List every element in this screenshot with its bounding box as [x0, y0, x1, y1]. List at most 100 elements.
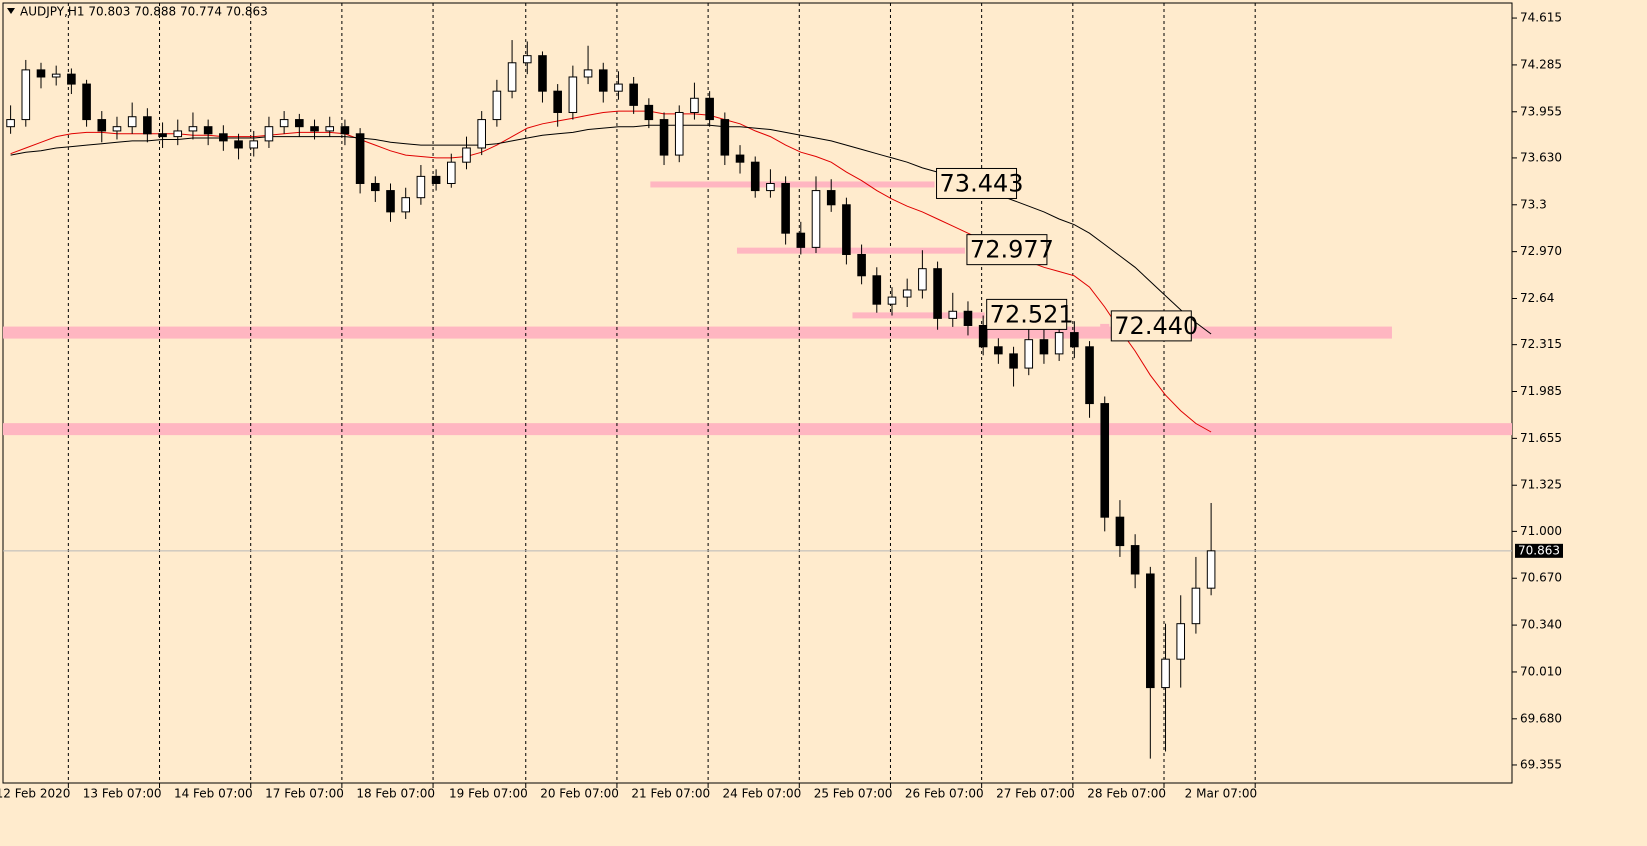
- candle-body: [1130, 545, 1140, 575]
- level-label-box: [986, 298, 1068, 330]
- menu-arrow[interactable]: [7, 8, 15, 14]
- candle-body: [371, 182, 380, 192]
- y-tick-label: 72.970: [1520, 244, 1562, 258]
- candle-body: [857, 253, 866, 277]
- candle-body: [629, 83, 638, 106]
- candle-body: [264, 126, 274, 142]
- candle-body: [1024, 339, 1034, 369]
- candle-body: [1115, 516, 1125, 547]
- candle-body: [796, 232, 806, 248]
- candle-body: [431, 175, 441, 184]
- price-tag: [1515, 543, 1563, 558]
- candle-body: [446, 161, 456, 184]
- candle-body: [994, 346, 1003, 355]
- candle-body: [735, 154, 745, 163]
- y-tick-label: 71.325: [1520, 478, 1562, 492]
- level-label-box: [936, 167, 1018, 199]
- candle-body: [355, 133, 365, 184]
- candle-body: [173, 130, 183, 138]
- candle-body: [203, 126, 213, 135]
- y-tick-label: 71.985: [1520, 384, 1562, 398]
- candle-body: [507, 62, 517, 92]
- candle-body: [1176, 623, 1186, 660]
- candle-body: [705, 97, 714, 121]
- y-tick-label: 71.655: [1520, 431, 1562, 445]
- candle-body: [310, 126, 319, 132]
- moving-average: [10, 124, 1212, 335]
- candle-body: [826, 190, 836, 206]
- x-tick-label: 21 Feb 07:00: [631, 787, 710, 801]
- y-tick-label: 73.630: [1520, 150, 1562, 164]
- candle-body: [36, 69, 46, 78]
- y-tick-label: 74.285: [1520, 57, 1562, 71]
- y-tick-label: 69.680: [1520, 711, 1562, 725]
- candle-body: [112, 126, 122, 132]
- level-line: [650, 181, 935, 188]
- candle-body: [1009, 353, 1018, 369]
- candle-body: [401, 197, 411, 213]
- x-tick-label: 24 Feb 07:00: [723, 787, 802, 801]
- candle-body: [492, 90, 502, 121]
- candle-body: [568, 76, 578, 113]
- level-line: [852, 312, 985, 319]
- candle-body: [295, 119, 304, 128]
- candle-body: [1070, 332, 1079, 348]
- level-line: [1100, 323, 1110, 330]
- candle-body: [279, 119, 289, 128]
- x-tick-label: 17 Feb 07:00: [265, 787, 344, 801]
- candle-body: [386, 190, 395, 213]
- candle-body: [97, 119, 107, 132]
- candle-body: [644, 104, 654, 121]
- x-tick-label: 19 Feb 07:00: [449, 787, 528, 801]
- level-line: [736, 247, 965, 254]
- y-tick-label: 74.615: [1520, 11, 1562, 25]
- candle-body: [720, 119, 730, 156]
- chart-title: AUDJPY,H1 70.803 70.888 70.774 70.863: [20, 5, 268, 19]
- candle-body: [462, 147, 471, 163]
- support-band: [3, 423, 1512, 436]
- x-tick-label: 12 Feb 2020: [0, 787, 70, 801]
- y-tick-label: 72.64: [1520, 291, 1554, 305]
- candle-body: [143, 116, 152, 135]
- candle-body: [82, 83, 91, 121]
- candle-body: [477, 119, 486, 149]
- candle-body: [219, 133, 228, 142]
- candle-body: [1054, 332, 1064, 355]
- candle-body: [127, 116, 137, 128]
- candle-body: [249, 140, 259, 149]
- candle-body: [234, 140, 243, 149]
- y-tick-label: 72.315: [1520, 337, 1562, 351]
- y-tick-label: 70.670: [1520, 571, 1562, 585]
- level-label: 73.443: [940, 169, 1024, 197]
- candle-body: [963, 310, 973, 326]
- candle-body: [690, 97, 699, 113]
- x-tick-label: 26 Feb 07:00: [905, 787, 984, 801]
- candle-body: [781, 182, 790, 234]
- candle-body: [1039, 339, 1049, 355]
- candle-body: [325, 126, 335, 132]
- candle-body: [6, 119, 15, 128]
- candle-body: [614, 83, 623, 92]
- candle-body: [158, 133, 167, 138]
- y-tick-label: 70.340: [1520, 618, 1562, 632]
- candle-body: [1206, 550, 1216, 589]
- candle-body: [188, 126, 198, 132]
- candle-body: [416, 175, 426, 199]
- level-label: 72.521: [990, 300, 1074, 328]
- y-tick-label: 73.955: [1520, 104, 1562, 118]
- x-tick-label: 14 Feb 07:00: [174, 787, 253, 801]
- level-label: 72.977: [970, 236, 1054, 264]
- price-tag-label: 70.863: [1518, 543, 1560, 557]
- candle-body: [902, 289, 912, 298]
- x-tick-label: 18 Feb 07:00: [356, 787, 435, 801]
- candle-body: [21, 69, 31, 121]
- candle-body: [1161, 658, 1170, 689]
- level-label-box: [1110, 310, 1192, 342]
- candle-body: [842, 204, 851, 255]
- x-tick-label: 27 Feb 07:00: [996, 787, 1075, 801]
- x-tick-label: 13 Feb 07:00: [83, 787, 162, 801]
- candle-body: [918, 268, 927, 291]
- level-label: 72.440: [1114, 312, 1198, 340]
